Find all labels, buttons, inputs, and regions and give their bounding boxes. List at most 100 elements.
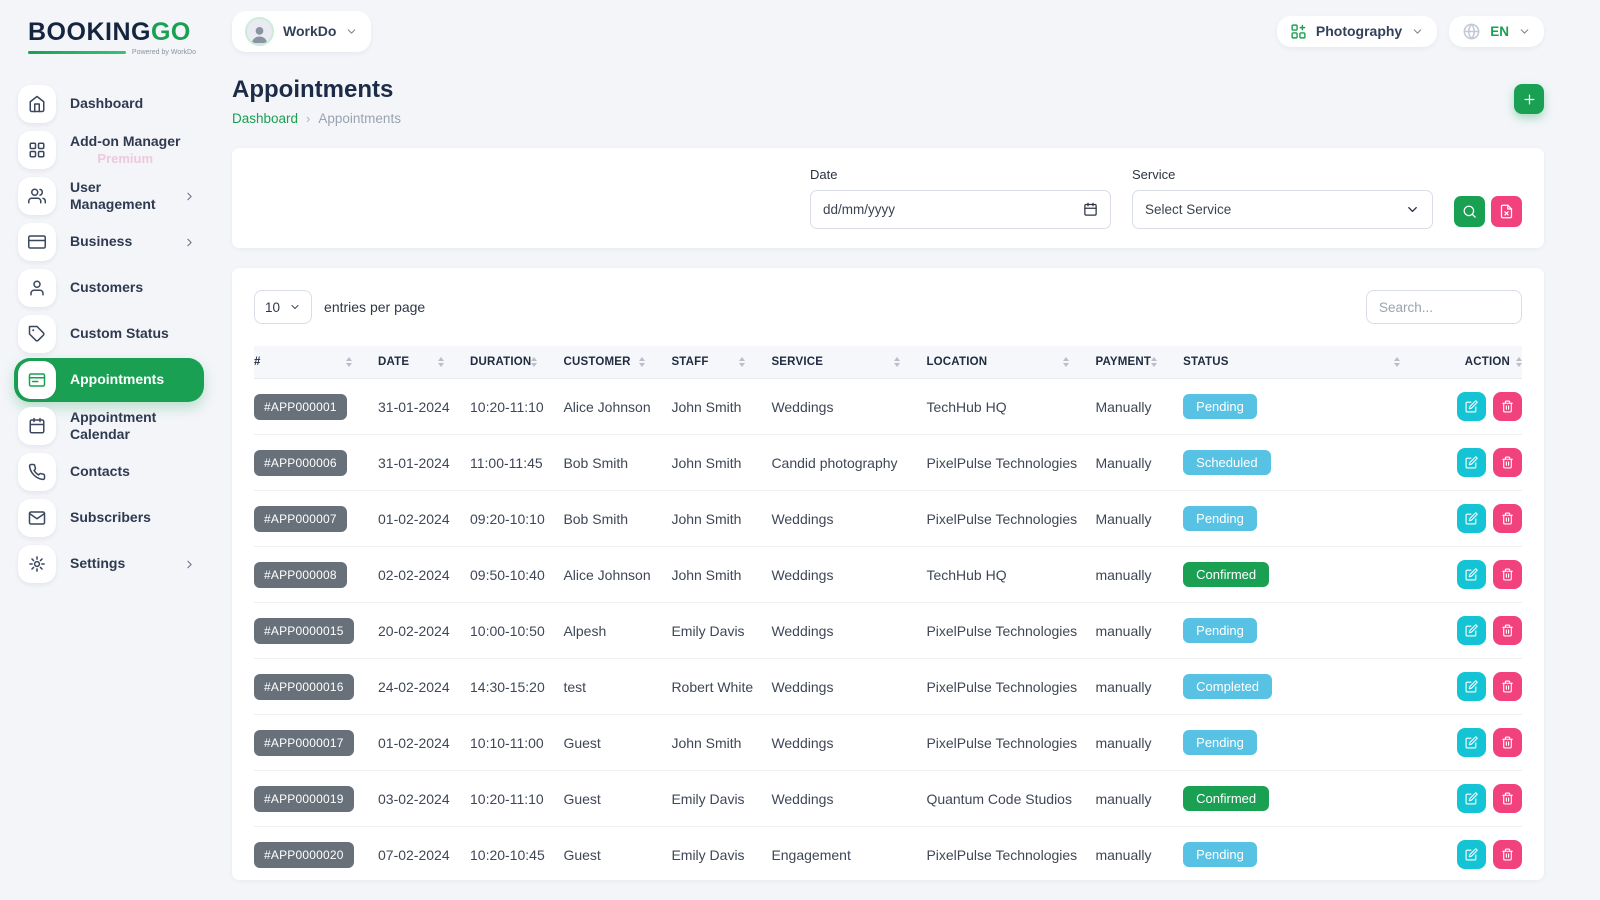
delete-button[interactable] [1493, 448, 1522, 477]
sidebar-item-subscribers[interactable]: Subscribers [14, 496, 204, 540]
delete-button[interactable] [1493, 728, 1522, 757]
cell-duration: 14:30-15:20 [470, 659, 563, 715]
edit-button[interactable] [1457, 840, 1486, 869]
appointment-id-badge[interactable]: #APP000001 [254, 394, 347, 420]
appointment-id-badge[interactable]: #APP0000019 [254, 786, 354, 812]
sidebar-item-label: Subscribers [70, 509, 151, 527]
appointment-id-badge[interactable]: #APP0000015 [254, 618, 354, 644]
cell-staff: John Smith [671, 491, 771, 547]
delete-button[interactable] [1493, 616, 1522, 645]
sidebar-item-contacts[interactable]: Contacts [14, 450, 204, 494]
cell-customer: Alpesh [563, 603, 671, 659]
sidebar-item-user-management[interactable]: User Management [14, 174, 204, 218]
filter-buttons [1454, 196, 1522, 227]
calendar-icon[interactable] [1083, 202, 1098, 217]
sidebar-item-add-on-manager[interactable]: Add-on ManagerPremium [14, 128, 204, 172]
sidebar-item-customers[interactable]: Customers [14, 266, 204, 310]
sort-toggle[interactable] [1516, 357, 1522, 367]
chevron-down-icon [1518, 25, 1531, 38]
cell-date: 20-02-2024 [378, 603, 470, 659]
sidebar-item-texts: Appointments [70, 371, 164, 389]
sidebar-item-label: Contacts [70, 463, 130, 481]
cell-staff: Emily Davis [671, 771, 771, 827]
date-input-value: dd/mm/yyyy [823, 202, 895, 217]
delete-button[interactable] [1493, 560, 1522, 589]
cell-location: PixelPulse Technologies [926, 491, 1095, 547]
cell-date: 01-02-2024 [378, 715, 470, 771]
table-body: #APP00000131-01-202410:20-11:10Alice Joh… [254, 379, 1522, 881]
sidebar-item-settings[interactable]: Settings [14, 542, 204, 586]
delete-button[interactable] [1493, 672, 1522, 701]
chevron-down-icon [345, 25, 358, 38]
edit-button[interactable] [1457, 448, 1486, 477]
cell-duration: 10:20-11:10 [470, 771, 563, 827]
filter-search-button[interactable] [1454, 196, 1485, 227]
edit-button[interactable] [1457, 392, 1486, 421]
row-actions [1426, 504, 1522, 533]
appointment-id-badge[interactable]: #APP0000016 [254, 674, 354, 700]
globe-icon [1462, 22, 1481, 41]
column-header-label: CUSTOMER [563, 356, 630, 368]
column-header-customer: CUSTOMER [563, 346, 671, 379]
breadcrumb-dashboard-link[interactable]: Dashboard [232, 111, 298, 126]
sort-toggle[interactable] [531, 357, 537, 367]
sidebar-item-texts: User Management [70, 179, 169, 214]
cell-staff: John Smith [671, 435, 771, 491]
sidebar-item-dashboard[interactable]: Dashboard [14, 82, 204, 126]
sort-toggle[interactable] [1394, 357, 1400, 367]
add-appointment-button[interactable] [1514, 84, 1544, 114]
cell-staff: John Smith [671, 715, 771, 771]
brand-tagline: Powered by WorkDo [132, 49, 196, 56]
appointment-id-badge[interactable]: #APP000008 [254, 562, 347, 588]
appointment-id-badge[interactable]: #APP0000020 [254, 842, 354, 868]
table-search-input[interactable] [1366, 290, 1522, 324]
sort-toggle[interactable] [639, 357, 645, 367]
page-size-value: 10 [265, 300, 280, 315]
delete-button[interactable] [1493, 504, 1522, 533]
column-header-label: DATE [378, 356, 409, 368]
sidebar-item-custom-status[interactable]: Custom Status [14, 312, 204, 356]
trash-icon [1501, 736, 1514, 749]
edit-button[interactable] [1457, 504, 1486, 533]
delete-button[interactable] [1493, 784, 1522, 813]
language-switcher[interactable]: EN [1449, 16, 1544, 47]
sort-toggle[interactable] [739, 357, 745, 367]
cell-date: 07-02-2024 [378, 827, 470, 881]
category-switcher[interactable]: Photography [1277, 16, 1437, 47]
sort-toggle[interactable] [894, 357, 900, 367]
trash-icon [1501, 624, 1514, 637]
cell-location: PixelPulse Technologies [926, 435, 1095, 491]
cell-location: TechHub HQ [926, 379, 1095, 435]
sort-toggle[interactable] [1063, 357, 1069, 367]
edit-button[interactable] [1457, 728, 1486, 757]
date-field: Date dd/mm/yyyy [810, 167, 1111, 229]
trash-icon [1501, 512, 1514, 525]
delete-button[interactable] [1493, 840, 1522, 869]
sidebar-item-business[interactable]: Business [14, 220, 204, 264]
cell-location: TechHub HQ [926, 547, 1095, 603]
sidebar-item-appointments[interactable]: Appointments [14, 358, 204, 402]
edit-icon [1465, 512, 1478, 525]
edit-button[interactable] [1457, 784, 1486, 813]
edit-button[interactable] [1457, 616, 1486, 645]
sort-toggle[interactable] [1151, 357, 1157, 367]
topbar: WorkDo Photography EN [232, 8, 1544, 54]
appointment-id-badge[interactable]: #APP000006 [254, 450, 347, 476]
edit-icon [1465, 792, 1478, 805]
edit-button[interactable] [1457, 560, 1486, 589]
page-size-select[interactable]: 10 [254, 290, 312, 324]
appointment-id-badge[interactable]: #APP0000017 [254, 730, 354, 756]
filter-reset-button[interactable] [1491, 196, 1522, 227]
delete-button[interactable] [1493, 392, 1522, 421]
workspace-switcher[interactable]: WorkDo [232, 11, 371, 52]
sidebar-item-appointment-calendar[interactable]: Appointment Calendar [14, 404, 204, 448]
edit-button[interactable] [1457, 672, 1486, 701]
date-input[interactable]: dd/mm/yyyy [810, 190, 1111, 229]
chevron-right-icon [183, 236, 196, 249]
appointment-id-badge[interactable]: #APP000007 [254, 506, 347, 532]
sort-toggle[interactable] [346, 357, 352, 367]
sort-toggle[interactable] [438, 357, 444, 367]
brand-logo[interactable]: BOOKINGGO Powered by WorkDo [14, 14, 204, 56]
page-head-text: Appointments Dashboard › Appointments [232, 76, 401, 126]
service-select[interactable]: Select Service [1132, 190, 1433, 229]
